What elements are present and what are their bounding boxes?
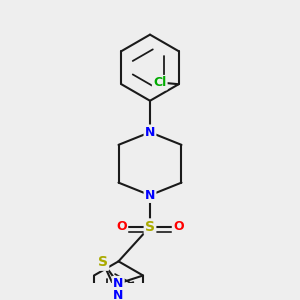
Text: N: N	[145, 189, 155, 202]
Text: N: N	[113, 277, 123, 290]
Text: N: N	[113, 289, 123, 300]
Text: O: O	[116, 220, 127, 233]
Text: S: S	[98, 256, 108, 269]
Text: Cl: Cl	[153, 76, 166, 89]
Text: N: N	[145, 126, 155, 139]
Text: O: O	[173, 220, 184, 233]
Text: S: S	[145, 220, 155, 234]
